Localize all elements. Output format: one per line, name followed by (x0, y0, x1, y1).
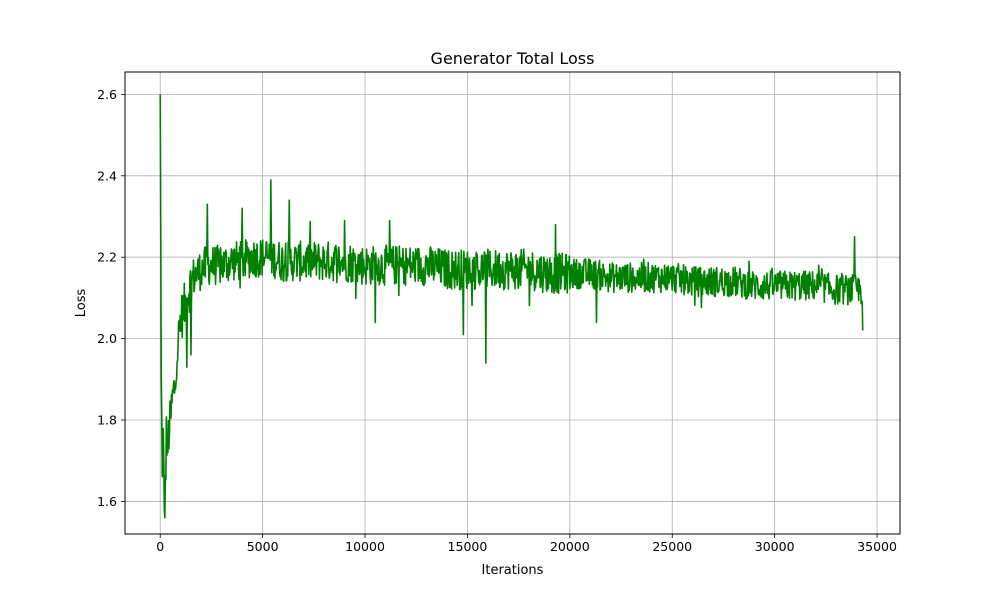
plot-frame (124, 71, 901, 535)
y-tick-label: 2.0 (97, 331, 117, 346)
x-tick-label: 0 (156, 539, 164, 554)
chart-title: Generator Total Loss (431, 49, 595, 68)
y-tick-label: 2.2 (97, 250, 117, 265)
x-axis-label: Iterations (482, 563, 544, 578)
y-tick-label: 2.4 (97, 168, 117, 183)
x-tick-label: 20000 (550, 539, 590, 554)
x-tick-label: 10000 (345, 539, 385, 554)
y-tick-label: 1.8 (97, 413, 117, 428)
x-axis: 0 5000 10000 15000 20000 25000 30000 35000 (156, 534, 897, 554)
y-axis: 1.6 1.8 2.0 2.2 2.4 2.6 (97, 87, 125, 509)
x-tick-label: 30000 (755, 539, 795, 554)
x-tick-label: 15000 (448, 539, 488, 554)
x-tick-label: 5000 (247, 539, 279, 554)
y-tick-label: 2.6 (97, 87, 117, 102)
series-layer (159, 94, 864, 519)
x-tick-label: 35000 (857, 539, 897, 554)
loss-line (159, 94, 864, 519)
y-tick-label: 1.6 (97, 494, 117, 509)
grid (125, 72, 900, 534)
x-tick-label: 25000 (652, 539, 692, 554)
y-axis-label: Loss (74, 289, 89, 318)
